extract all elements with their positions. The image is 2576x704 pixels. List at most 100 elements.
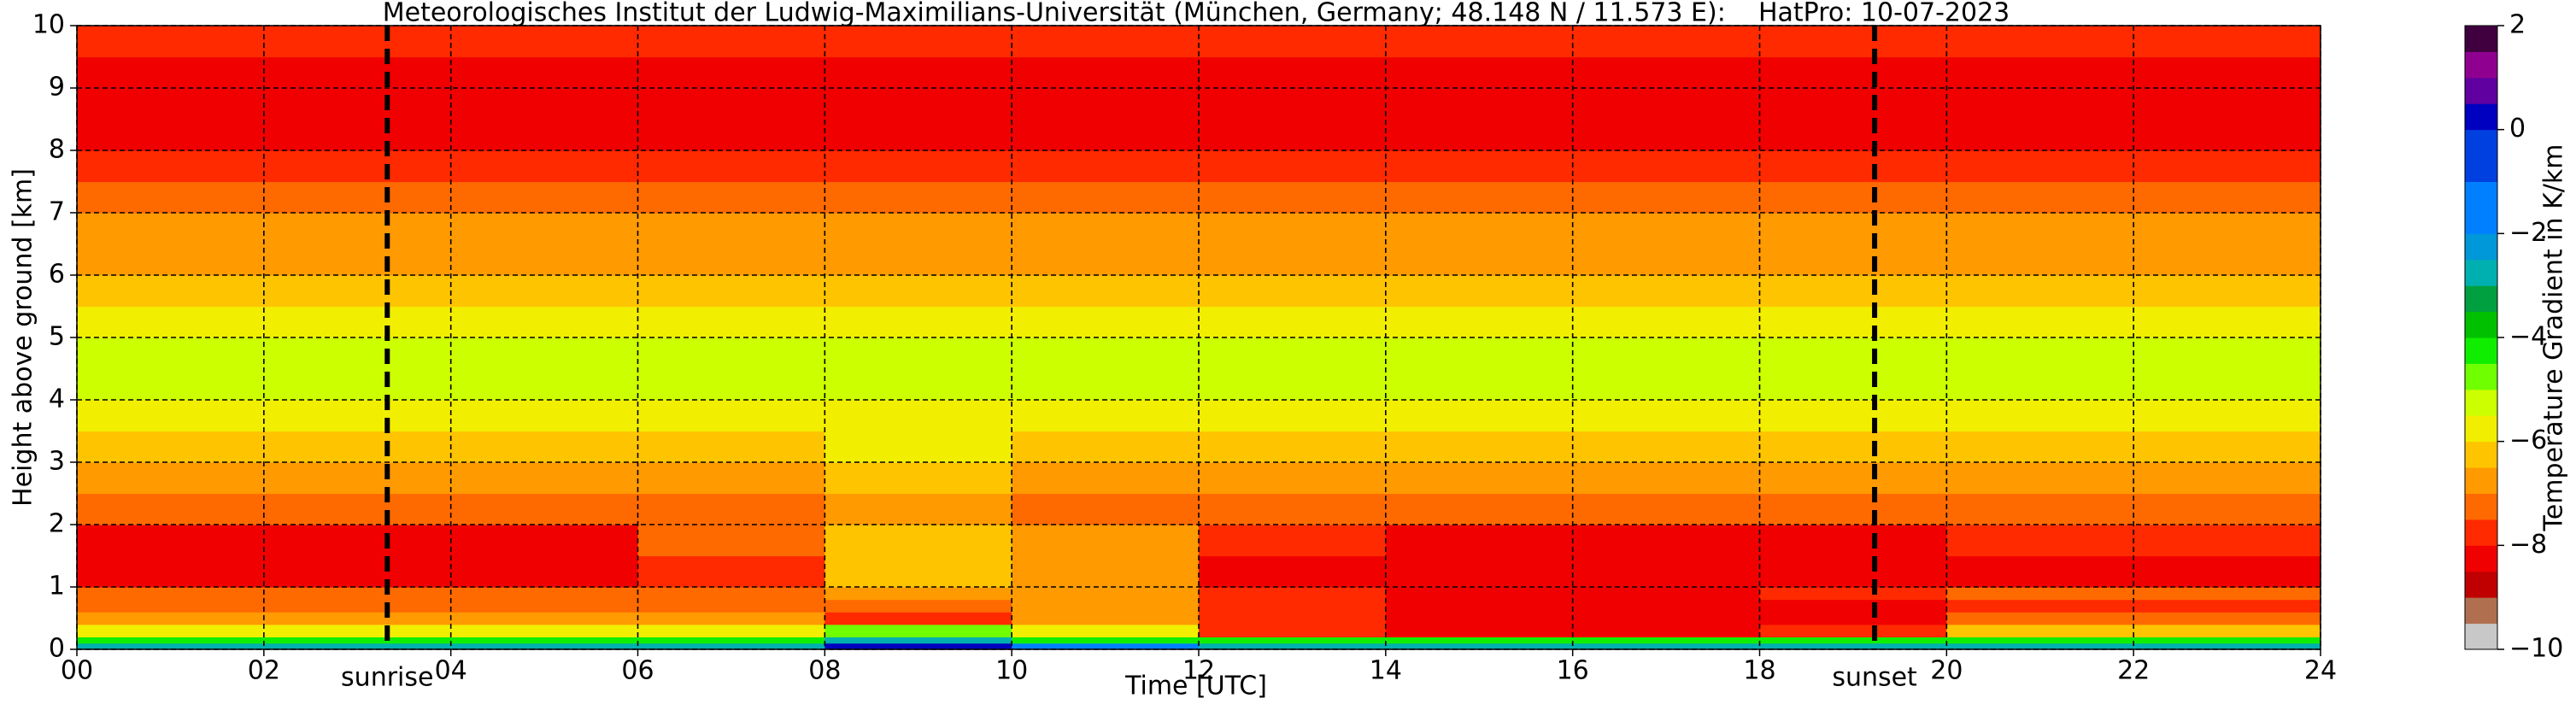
x-tick-label: 08 (808, 656, 841, 686)
heatmap-cell (1946, 599, 2134, 613)
heatmap-cell (77, 587, 265, 601)
heatmap-cell (637, 431, 825, 463)
heatmap-cell (1199, 525, 1387, 557)
heatmap-cell (1199, 462, 1387, 495)
heatmap-cell (77, 88, 265, 120)
y-tick-label: 4 (49, 384, 65, 414)
heatmap-cell (2133, 88, 2321, 120)
colorbar-segment (2465, 545, 2497, 572)
heatmap-cell (1012, 56, 1200, 89)
x-tick-label: 24 (2304, 656, 2337, 686)
heatmap-cell (450, 612, 639, 625)
heatmap-cell (1759, 243, 1947, 276)
heatmap-cell (637, 525, 825, 557)
heatmap-cell (637, 462, 825, 495)
heatmap-cell (1012, 525, 1200, 557)
heatmap-cell (637, 624, 825, 637)
heatmap-cell (1946, 555, 2134, 588)
colorbar-segment (2465, 493, 2497, 520)
heatmap-cell (1385, 587, 1574, 601)
heatmap-cell (263, 150, 452, 183)
heatmap-cell (450, 525, 639, 557)
y-tick-label: 3 (49, 447, 65, 477)
heatmap-cell (263, 400, 452, 432)
colorbar-segment (2465, 181, 2497, 234)
heatmap-cell (263, 88, 452, 120)
heatmap-cell (637, 119, 825, 151)
heatmap-cell (824, 337, 1012, 370)
colorbar-segment (2465, 363, 2497, 390)
heatmap-cell (1572, 612, 1761, 625)
heatmap-cell (263, 637, 452, 644)
heatmap-cell (2133, 642, 2321, 650)
heatmap-cell (824, 637, 1012, 644)
heatmap-cell (824, 431, 1012, 463)
heatmap-cell (1759, 275, 1947, 308)
heatmap-cell (1572, 88, 1761, 120)
heatmap-cell (637, 150, 825, 183)
heatmap-cell (1572, 431, 1761, 463)
heatmap-cell (1759, 400, 1947, 432)
heatmap-cell (450, 637, 639, 644)
heatmap-cell (2133, 431, 2321, 463)
heatmap-cell (1199, 624, 1387, 637)
heatmap-cell (1012, 637, 1200, 644)
heatmap-cell (1012, 88, 1200, 120)
heatmap-cell (1759, 525, 1947, 557)
heatmap-cell (1572, 462, 1761, 495)
heatmap-cell (1572, 493, 1761, 525)
heatmap-cell (824, 150, 1012, 183)
heatmap-cell (2133, 525, 2321, 557)
heatmap-cell (1572, 642, 1761, 650)
colorbar-segment (2465, 415, 2497, 443)
heatmap-cell (1572, 368, 1761, 401)
heatmap-cell (637, 642, 825, 650)
heatmap-cell (1385, 26, 1574, 58)
heatmap-cell (1759, 431, 1947, 463)
heatmap-cell (1759, 181, 1947, 214)
heatmap-cell (637, 26, 825, 58)
heatmap-cell (1385, 119, 1574, 151)
heatmap-cell (824, 400, 1012, 432)
heatmap-cell (1946, 431, 2134, 463)
heatmap-cell (1759, 337, 1947, 370)
heatmap-cell (824, 555, 1012, 588)
heatmap-cell (1946, 624, 2134, 637)
heatmap-cell (1199, 181, 1387, 214)
colorbar-segment (2465, 467, 2497, 494)
heatmap-cell (824, 587, 1012, 601)
colorbar-tick-label: −6 (2509, 425, 2547, 455)
y-tick-label: 6 (49, 260, 65, 290)
heatmap-cell (1012, 587, 1200, 601)
heatmap-cell (824, 243, 1012, 276)
heatmap-cell (1946, 26, 2134, 58)
heatmap-cell (1572, 119, 1761, 151)
heatmap-cell (263, 306, 452, 338)
heatmap-cell (450, 431, 639, 463)
heatmap-cell (1385, 493, 1574, 525)
colorbar-segment (2465, 311, 2497, 338)
heatmap-cell (263, 56, 452, 89)
heatmap-cell (2133, 56, 2321, 89)
heatmap-cell (1012, 337, 1200, 370)
heatmap-cell (263, 368, 452, 401)
heatmap-cell (450, 56, 639, 89)
heatmap-cell (1385, 337, 1574, 370)
colorbar-segment (2465, 571, 2497, 598)
heatmap-cell (1199, 637, 1387, 644)
y-tick-label: 2 (49, 509, 65, 539)
heatmap-cell (824, 181, 1012, 214)
heatmap-cell (77, 150, 265, 183)
heatmap-cell (1759, 368, 1947, 401)
heatmap-cell (1946, 462, 2134, 495)
heatmap-cell (1385, 400, 1574, 432)
heatmap-cell (1199, 275, 1387, 308)
heatmap-cell (450, 275, 639, 308)
heatmap-cell (1759, 612, 1947, 625)
heatmap-cell (1572, 150, 1761, 183)
heatmap-cell (263, 612, 452, 625)
heatmap-cell (1572, 555, 1761, 588)
heatmap-cell (637, 368, 825, 401)
heatmap-cell (1012, 431, 1200, 463)
y-tick-label: 1 (49, 572, 65, 601)
